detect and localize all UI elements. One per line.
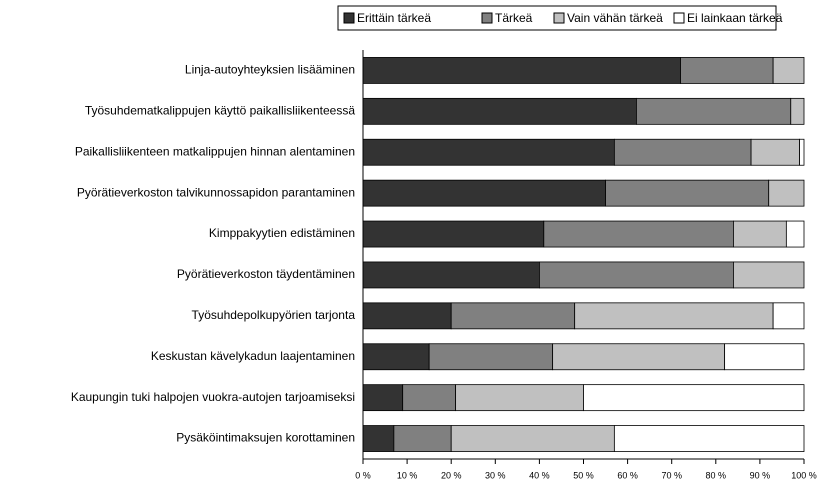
x-tick-label: 70 % bbox=[661, 470, 682, 480]
legend-label: Ei lainkaan tärkeä bbox=[687, 11, 783, 25]
x-tick-label: 30 % bbox=[485, 470, 506, 480]
bar-segment bbox=[455, 384, 584, 412]
bar-segment bbox=[539, 261, 734, 289]
bar-segment bbox=[613, 138, 752, 166]
x-tick-label: 20 % bbox=[441, 470, 462, 480]
bar-segment bbox=[362, 97, 637, 125]
y-tick-label: Keskustan kävelykadun laajentaminen bbox=[151, 349, 355, 363]
bar-segment bbox=[583, 384, 805, 412]
bar-segment bbox=[362, 384, 404, 412]
bar-segment bbox=[450, 425, 615, 452]
bar-segment bbox=[362, 138, 615, 166]
bar-segment bbox=[362, 179, 606, 207]
y-tick-label: Linja-autoyhteyksien lisääminen bbox=[185, 63, 355, 77]
legend-swatch bbox=[343, 12, 355, 24]
y-tick-label: Paikallisliikenteen matkalippujen hinnan… bbox=[75, 144, 355, 158]
legend-swatch bbox=[553, 12, 565, 24]
x-tick-label: 50 % bbox=[573, 470, 594, 480]
y-tick-label: Kaupungin tuki halpojen vuokra-autojen t… bbox=[71, 390, 355, 404]
x-tick-label: 60 % bbox=[617, 470, 638, 480]
x-tick-label: 10 % bbox=[397, 470, 418, 480]
bar-segment bbox=[772, 57, 805, 84]
bar-segment bbox=[362, 220, 545, 248]
bar-segment bbox=[613, 425, 805, 452]
y-tick-label: Pyörätieverkoston täydentäminen bbox=[177, 267, 355, 281]
y-tick-label: Pysäköintimaksujen korottaminen bbox=[176, 431, 355, 445]
legend-label: Vain vähän tärkeä bbox=[567, 11, 663, 25]
bar-segment bbox=[428, 343, 554, 371]
bar-segment bbox=[362, 302, 452, 330]
y-tick-label: Työsuhdepolkupyörien tarjonta bbox=[192, 308, 356, 322]
legend-label: Tärkeä bbox=[495, 11, 533, 25]
y-tick-label: Kimppakyytien edistäminen bbox=[209, 226, 355, 240]
bar-segment bbox=[636, 97, 792, 125]
bar-segment bbox=[799, 138, 805, 166]
bar-segment bbox=[362, 343, 430, 371]
bar-segment bbox=[605, 179, 770, 207]
bar-segment bbox=[450, 302, 576, 330]
bar-segment bbox=[790, 97, 805, 125]
x-tick-label: 100 % bbox=[791, 470, 817, 480]
bar-segment bbox=[733, 261, 805, 289]
x-tick-label: 90 % bbox=[750, 470, 771, 480]
legend-label: Erittäin tärkeä bbox=[357, 11, 431, 25]
x-tick-label: 40 % bbox=[529, 470, 550, 480]
bar-segment bbox=[393, 425, 452, 452]
legend-swatch bbox=[673, 12, 685, 24]
bar-segment bbox=[362, 261, 540, 289]
bar-segment bbox=[362, 425, 395, 452]
bar-segment bbox=[543, 220, 734, 248]
bar-segment bbox=[785, 220, 805, 248]
bar-segment bbox=[733, 220, 787, 248]
y-tick-label: Pyörätieverkoston talvikunnossapidon par… bbox=[77, 185, 355, 199]
bar-segment bbox=[574, 302, 774, 330]
y-tick-label: Työsuhdematkalippujen käyttö paikallisli… bbox=[85, 104, 355, 118]
bar-segment bbox=[402, 384, 457, 412]
bar-segment bbox=[552, 343, 726, 371]
x-tick-label: 0 % bbox=[355, 470, 371, 480]
bar-segment bbox=[724, 343, 805, 371]
bar-segment bbox=[680, 57, 774, 84]
legend-swatch bbox=[481, 12, 493, 24]
bar-segment bbox=[750, 138, 800, 166]
x-tick-label: 80 % bbox=[706, 470, 727, 480]
bar-segment bbox=[768, 179, 805, 207]
bar-segment bbox=[362, 57, 681, 84]
bar-segment bbox=[772, 302, 805, 330]
